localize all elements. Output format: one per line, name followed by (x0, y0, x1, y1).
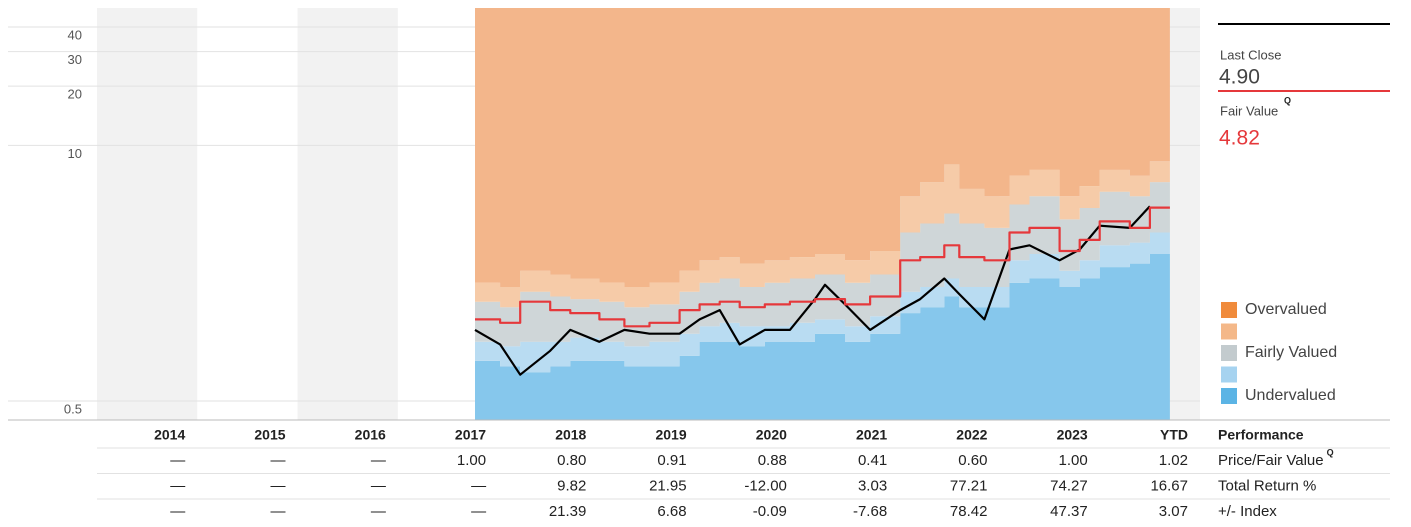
side-panel: Last Close 4.90 Fair Value Q 4.82 (1219, 47, 1291, 149)
y-tick-label: 10 (68, 146, 82, 161)
last-close-label: Last Close (1220, 47, 1281, 62)
valuation-band (475, 254, 1170, 420)
table-cell: — (371, 452, 386, 469)
column-header: 2019 (655, 427, 686, 443)
column-header: 2016 (355, 427, 386, 443)
table-cell: — (271, 477, 286, 494)
performance-table: Performance 2014 2015 2016 2017 2018 2019 2020… (97, 427, 1390, 520)
table-cell: — (471, 503, 486, 520)
legend-label: Overvalued (1245, 301, 1327, 318)
table-cell: — (271, 503, 286, 520)
column-header: YTD (1160, 427, 1188, 443)
legend-swatch (1221, 323, 1237, 340)
row-label: Price/Fair Value (1218, 452, 1324, 469)
table-cell: — (371, 503, 386, 520)
valuation-band (475, 232, 1170, 373)
column-header: 2018 (555, 427, 586, 443)
table-cell: — (371, 477, 386, 494)
table-cell: -0.09 (753, 503, 787, 520)
table-cell: 0.88 (758, 452, 787, 469)
price-line (474, 205, 1151, 376)
table-cell: — (170, 503, 185, 520)
table-cell: 0.41 (858, 452, 887, 469)
valuation-band (475, 161, 1170, 308)
row-badge: Q (1327, 447, 1334, 457)
table-cell: 77.21 (950, 477, 988, 494)
legend-label: Fairly Valued (1245, 344, 1337, 361)
column-header: 2022 (956, 427, 987, 443)
table-cell: -7.68 (853, 503, 887, 520)
table-cell: 9.82 (557, 477, 586, 494)
fair-value-line (475, 206, 1170, 328)
row-label: +/- Index (1218, 503, 1277, 520)
fair-value-value: 4.82 (1219, 127, 1260, 150)
table-cell: 0.80 (557, 452, 586, 469)
column-band (97, 8, 198, 420)
legend-swatch (1221, 345, 1237, 361)
table-cell: 3.07 (1159, 503, 1188, 520)
table-cell: 1.02 (1159, 452, 1188, 469)
legend-label: Undervalued (1245, 387, 1336, 404)
overvalued-zone (475, 8, 1170, 287)
table-cell: — (170, 452, 185, 469)
legend-swatch (1221, 366, 1237, 383)
table-cell: — (471, 477, 486, 494)
table-cell: 1.00 (1059, 452, 1088, 469)
column-header: 2023 (1057, 427, 1088, 443)
table-cell: 21.39 (549, 503, 587, 520)
column-header: 2020 (756, 427, 787, 443)
table-cell: -12.00 (744, 477, 787, 494)
y-tick-label: 20 (68, 87, 82, 102)
table-cell: 1.00 (457, 452, 486, 469)
table-cell: — (271, 452, 286, 469)
valuation-band (475, 182, 1170, 347)
column-header: 2015 (254, 427, 285, 443)
table-cell: 21.95 (649, 477, 687, 494)
plot-area (475, 8, 1170, 420)
table-cell: 47.37 (1050, 503, 1088, 520)
table-cell: 6.68 (657, 503, 686, 520)
legend-swatch (1221, 302, 1237, 318)
y-tick-label: 40 (68, 27, 82, 42)
legend-swatch (1221, 388, 1237, 404)
column-header: 2014 (154, 427, 185, 443)
last-close-value: 4.90 (1219, 66, 1260, 89)
table-title: Performance (1218, 427, 1304, 443)
table-cell: 3.03 (858, 477, 887, 494)
fair-value-label: Fair Value (1220, 103, 1278, 118)
row-label: Total Return % (1218, 477, 1316, 494)
column-header: 2021 (856, 427, 887, 443)
lines (474, 205, 1170, 376)
table-cell: 74.27 (1050, 477, 1088, 494)
column-header: 2017 (455, 427, 486, 443)
table-cell: 0.60 (958, 452, 987, 469)
table-cell: 0.91 (657, 452, 686, 469)
table-cell: 78.42 (950, 503, 988, 520)
table-cell: — (170, 477, 185, 494)
fair-value-badge: Q (1284, 95, 1291, 105)
y-tick-label: 30 (68, 52, 82, 67)
y-tick-label: 0.5 (64, 401, 82, 416)
column-band (297, 8, 398, 420)
table-cell: 16.67 (1150, 477, 1188, 494)
